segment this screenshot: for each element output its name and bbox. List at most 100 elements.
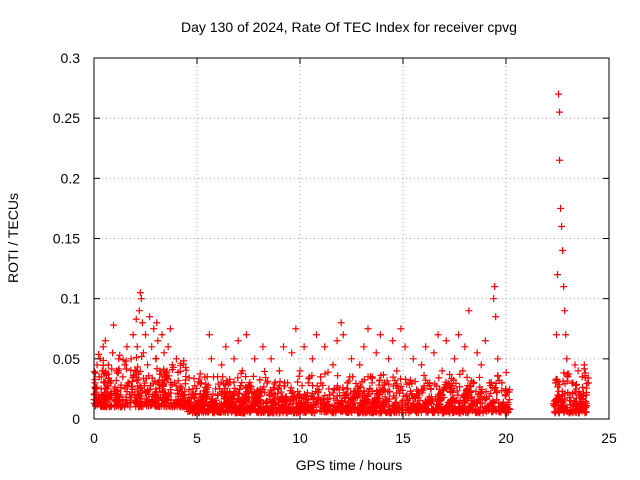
data-point xyxy=(556,108,564,116)
data-point xyxy=(280,343,288,351)
data-point xyxy=(144,361,152,369)
data-point xyxy=(241,404,249,412)
data-point xyxy=(472,388,480,396)
data-point xyxy=(218,408,226,416)
data-point xyxy=(134,363,142,371)
data-point xyxy=(562,331,570,339)
data-point xyxy=(139,349,147,357)
data-point xyxy=(126,403,134,411)
data-point xyxy=(322,403,330,411)
data-point xyxy=(104,401,112,409)
data-point xyxy=(117,403,125,411)
data-point xyxy=(304,379,312,387)
data-point xyxy=(333,382,341,390)
data-point xyxy=(216,385,224,393)
data-point xyxy=(108,365,116,373)
data-point xyxy=(465,394,473,402)
data-point xyxy=(220,401,228,409)
data-point xyxy=(481,337,489,345)
data-point xyxy=(571,400,579,408)
data-point xyxy=(269,405,277,413)
data-point xyxy=(552,331,560,339)
data-point xyxy=(389,337,397,345)
data-point xyxy=(413,391,421,399)
data-point xyxy=(446,398,454,406)
x-tick-label: 15 xyxy=(395,430,411,446)
data-point xyxy=(271,378,279,386)
data-point xyxy=(506,386,514,394)
data-point xyxy=(135,307,143,315)
data-point xyxy=(253,388,261,396)
data-point xyxy=(286,387,294,395)
data-point xyxy=(108,393,116,401)
data-point xyxy=(333,337,341,345)
data-point xyxy=(293,403,301,411)
data-point xyxy=(442,337,450,345)
data-point xyxy=(325,385,333,393)
data-point xyxy=(123,382,131,390)
data-point xyxy=(354,383,362,391)
data-point xyxy=(109,349,117,357)
data-point xyxy=(475,396,483,404)
data-point xyxy=(330,401,338,409)
data-point xyxy=(498,379,506,387)
data-point xyxy=(502,391,510,399)
data-point xyxy=(359,409,367,417)
data-point xyxy=(352,391,360,399)
data-point xyxy=(505,396,513,404)
data-point xyxy=(122,399,130,407)
data-point xyxy=(422,343,430,351)
chart-title: Day 130 of 2024, Rate Of TEC Index for r… xyxy=(181,19,517,35)
data-point xyxy=(554,271,561,279)
data-point xyxy=(339,384,347,392)
data-point xyxy=(418,386,426,394)
data-point xyxy=(310,394,318,402)
data-point xyxy=(132,353,140,361)
data-point xyxy=(578,373,586,381)
data-point xyxy=(155,394,163,402)
data-point xyxy=(364,325,372,333)
data-point xyxy=(430,349,438,357)
data-point xyxy=(117,391,125,399)
data-point xyxy=(563,355,571,363)
data-point xyxy=(154,337,162,345)
data-point xyxy=(397,325,405,333)
data-point xyxy=(558,388,566,396)
data-point xyxy=(393,405,401,413)
data-point xyxy=(271,391,279,399)
data-point xyxy=(104,361,112,369)
data-point xyxy=(438,367,446,375)
data-point xyxy=(131,367,139,375)
data-point xyxy=(196,380,204,388)
data-point xyxy=(127,394,135,402)
data-point xyxy=(467,401,475,409)
data-point xyxy=(205,331,213,339)
data-point xyxy=(142,331,149,339)
data-point xyxy=(265,406,273,414)
data-point xyxy=(428,397,436,405)
data-point xyxy=(480,394,488,402)
data-point xyxy=(177,361,185,369)
data-point xyxy=(219,403,227,411)
data-point xyxy=(189,385,197,393)
data-point xyxy=(141,379,149,387)
data-point xyxy=(452,379,460,387)
data-point xyxy=(560,283,568,291)
data-point xyxy=(255,397,263,405)
data-point xyxy=(268,397,276,405)
data-point xyxy=(185,403,193,411)
y-tick-label: 0.05 xyxy=(53,351,80,367)
data-point xyxy=(324,368,332,376)
data-point xyxy=(393,367,401,375)
data-point xyxy=(434,331,442,339)
data-point xyxy=(445,405,453,413)
data-point xyxy=(376,331,384,339)
data-point xyxy=(376,376,384,384)
data-point xyxy=(482,388,490,396)
data-point xyxy=(209,373,217,381)
data-point xyxy=(294,378,302,386)
data-point xyxy=(277,388,285,396)
data-point xyxy=(559,247,567,255)
data-point xyxy=(287,395,295,403)
data-point xyxy=(152,385,160,393)
